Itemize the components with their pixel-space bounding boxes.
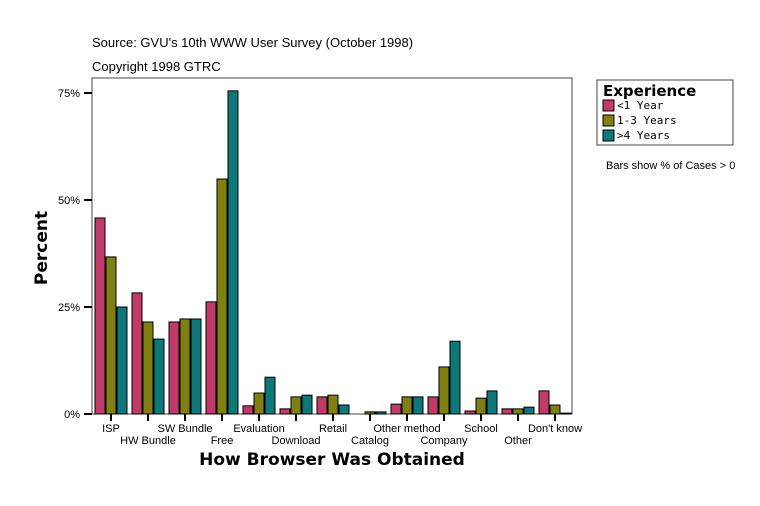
bar <box>153 338 165 415</box>
bar <box>227 90 239 415</box>
bar <box>512 408 524 415</box>
x-tick-label: Catalog <box>351 435 389 447</box>
bar <box>253 392 265 415</box>
bar <box>412 396 424 415</box>
y-tick-label: 0% <box>64 409 80 421</box>
bar <box>401 396 413 415</box>
legend: Experience <1 Year 1-3 Years >4 Years <box>596 79 734 146</box>
bar <box>131 292 143 415</box>
bar <box>338 404 350 415</box>
legend-label: <1 Year <box>617 99 664 112</box>
x-tick-label: Download <box>272 435 321 447</box>
source-text: Source: GVU's 10th WWW User Survey (Octo… <box>92 35 413 50</box>
bar <box>205 301 217 415</box>
bar <box>168 321 180 415</box>
x-tick-label: Evaluation <box>233 423 284 435</box>
x-tick-label: SW Bundle <box>157 423 212 435</box>
y-tick-label: 50% <box>58 195 80 207</box>
bar <box>142 321 154 415</box>
x-axis-title: How Browser Was Obtained <box>199 450 465 470</box>
bar <box>486 390 498 415</box>
x-tick-label: Other <box>504 435 532 447</box>
bar <box>327 394 339 415</box>
bar <box>290 396 302 415</box>
legend-swatch <box>602 114 615 127</box>
bar <box>549 404 561 415</box>
x-tick-label: School <box>464 423 498 435</box>
legend-title: Experience <box>603 82 696 100</box>
bar <box>179 318 191 415</box>
bar <box>375 411 387 415</box>
bar <box>523 406 535 415</box>
bar <box>364 411 376 415</box>
bars <box>94 90 572 415</box>
bar <box>216 178 228 415</box>
bar <box>316 396 328 415</box>
legend-label: >4 Years <box>617 129 670 142</box>
bar <box>190 318 202 415</box>
x-tick-label: Other method <box>373 423 440 435</box>
x-tick-label: Retail <box>319 423 347 435</box>
bar <box>560 412 572 415</box>
bar <box>475 397 487 415</box>
legend-box <box>596 79 734 146</box>
x-tick-label: Don't know <box>528 423 582 435</box>
bar <box>449 340 461 415</box>
y-tick-label: 25% <box>58 302 80 314</box>
x-tick-label: Company <box>420 435 468 447</box>
bar <box>538 390 550 415</box>
bar <box>242 405 254 415</box>
copyright-text: Copyright 1998 GTRC <box>92 59 221 74</box>
y-tick-label: 75% <box>58 88 80 100</box>
bar <box>279 408 291 415</box>
bar <box>464 410 476 415</box>
bar <box>264 376 276 415</box>
legend-swatch <box>602 99 615 112</box>
bar <box>390 403 402 415</box>
legend-swatch <box>602 129 615 142</box>
bar <box>116 306 128 415</box>
bar <box>427 396 439 415</box>
bar <box>94 217 106 415</box>
x-tick-label: HW Bundle <box>120 435 176 447</box>
x-tick-label: ISP <box>102 423 120 435</box>
bar <box>438 366 450 415</box>
y-axis: 0% 25% 50% 75% <box>58 88 92 421</box>
x-tick-label: Free <box>211 435 234 447</box>
note-text: Bars show % of Cases > 0 <box>606 160 735 172</box>
bar <box>501 408 513 415</box>
bar <box>301 394 313 415</box>
y-axis-title: Percent <box>32 211 52 285</box>
bar <box>105 256 117 415</box>
legend-label: 1-3 Years <box>617 114 677 127</box>
